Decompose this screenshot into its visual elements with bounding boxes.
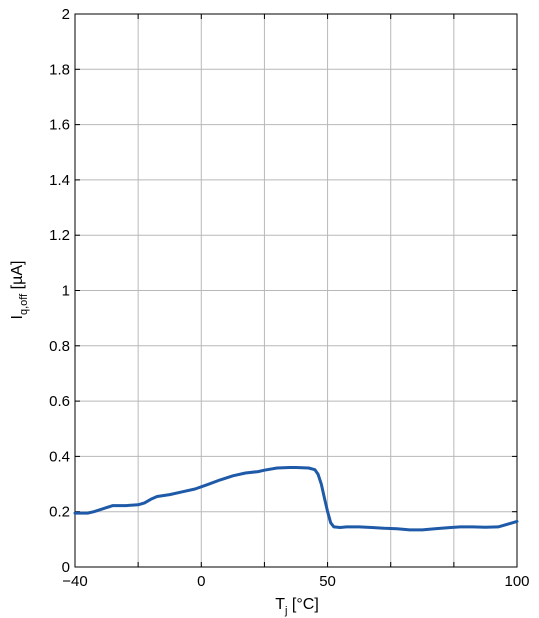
- grid-layer: [75, 14, 517, 567]
- series-line: [73, 466, 519, 532]
- y-axis-label: Iq,off [µA]: [9, 261, 30, 320]
- x-tick-label: 50: [319, 573, 336, 590]
- y-tick-label: 0.2: [49, 504, 70, 521]
- y-tick-label: 0.8: [49, 338, 70, 355]
- y-tick-label: 1.2: [49, 227, 70, 244]
- x-tick-label: 0: [197, 573, 205, 590]
- axes-layer: [74, 13, 518, 568]
- y-tick-label: 0.4: [49, 448, 70, 465]
- y-tick-label: 1: [62, 283, 70, 300]
- y-tick-label: 1.4: [49, 172, 70, 189]
- y-tick-label: 0: [62, 559, 70, 576]
- x-tick-label: −40: [62, 573, 87, 590]
- y-tick-label: 1.8: [49, 61, 70, 78]
- y-tick-label: 0.6: [49, 393, 70, 410]
- labels-layer: Tj [°C] Iq,off [µA] −40 0 50 10000.20.40.60…: [9, 6, 530, 617]
- series-layer: [73, 466, 519, 532]
- x-tick-label: 100: [504, 573, 529, 590]
- y-tick-label: 2: [62, 6, 70, 23]
- y-tick-label: 1.6: [49, 117, 70, 134]
- x-axis-label: Tj [°C]: [275, 596, 319, 617]
